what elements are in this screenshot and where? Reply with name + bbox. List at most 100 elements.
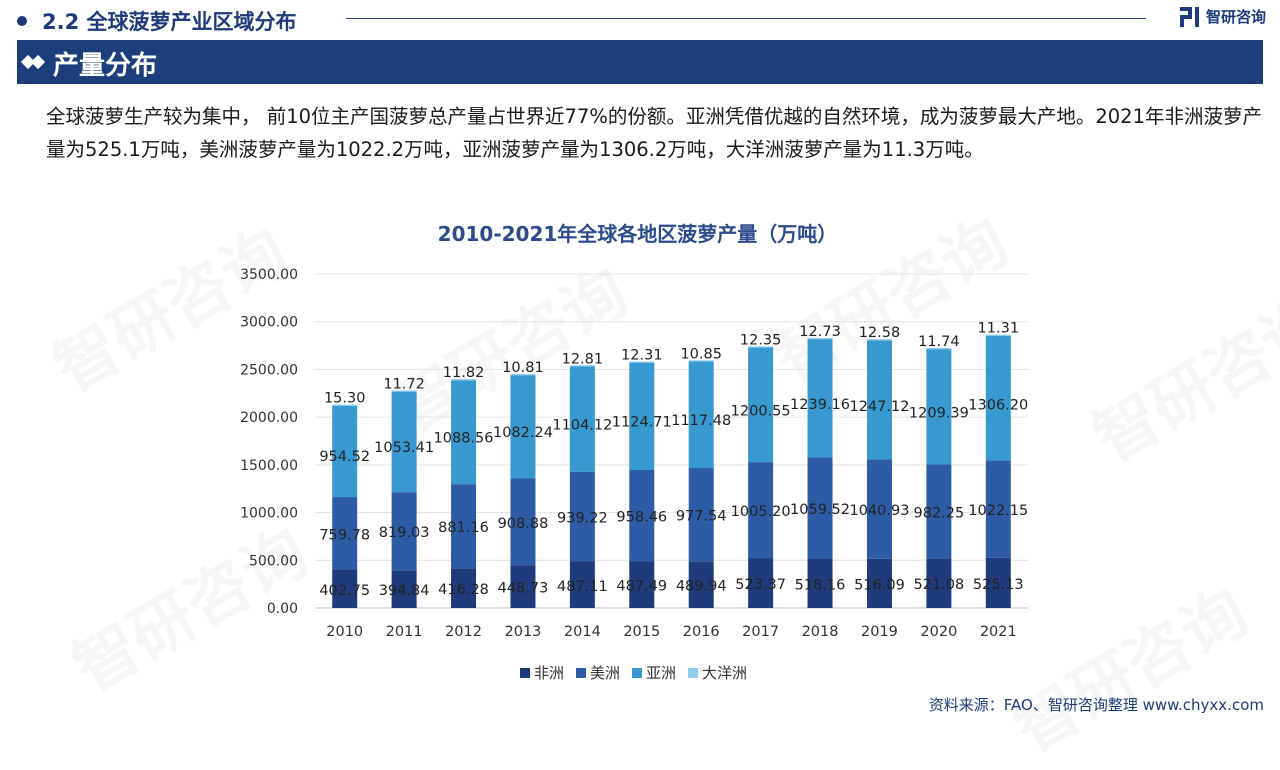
bar-segment xyxy=(866,558,892,608)
bar-segment xyxy=(391,492,417,571)
bar-segment xyxy=(985,335,1011,461)
legend-item-americas: 美洲 xyxy=(576,662,620,683)
legend-label: 亚洲 xyxy=(646,664,677,682)
data-label: 12.31 xyxy=(621,348,663,364)
legend-swatch xyxy=(688,667,699,678)
y-tick-label: 2000.00 xyxy=(240,410,298,426)
data-label: 939.22 xyxy=(557,511,608,527)
y-tick-label: 500.00 xyxy=(249,553,298,569)
data-label: 12.81 xyxy=(562,351,604,367)
data-label: 1209.39 xyxy=(909,406,969,422)
bar-segment xyxy=(866,459,892,559)
x-tick-label: 2020 xyxy=(920,624,957,640)
x-tick-label: 2010 xyxy=(326,624,363,640)
bar-segment xyxy=(510,374,536,376)
data-label: 525.13 xyxy=(973,577,1024,593)
data-label: 1040.93 xyxy=(849,503,909,519)
bar-segment xyxy=(569,365,595,367)
data-label: 1124.71 xyxy=(612,415,672,431)
data-label: 1117.48 xyxy=(671,413,731,429)
y-tick-label: 3000.00 xyxy=(240,315,298,331)
bar-segment xyxy=(629,561,655,608)
legend-item-asia: 亚洲 xyxy=(632,662,676,683)
source-note: 资料来源：FAO、智研咨询整理 www.chyxx.com xyxy=(928,696,1264,714)
bar-segment xyxy=(332,404,358,406)
data-label: 1053.41 xyxy=(374,440,434,456)
brand-name: 智研咨询 xyxy=(1205,8,1266,26)
bar-segment xyxy=(629,470,655,562)
bar-segment xyxy=(748,558,774,608)
data-label: 759.78 xyxy=(319,527,370,543)
top-header: 2.2 全球菠萝产业区域分布 智研咨询 xyxy=(0,0,1280,40)
chart-legend: 非洲 美洲 亚洲 大洋洲 xyxy=(520,662,747,683)
data-label: 819.03 xyxy=(379,525,430,541)
bar-segment xyxy=(748,462,774,559)
data-label: 10.85 xyxy=(680,346,722,362)
data-label: 1247.12 xyxy=(849,399,909,415)
bar-segment xyxy=(926,558,952,608)
bar-segment xyxy=(688,360,714,362)
bar-segment xyxy=(985,460,1011,558)
data-label: 958.46 xyxy=(616,510,667,526)
bar-segment xyxy=(451,379,477,381)
y-tick-label: 0.00 xyxy=(267,601,298,617)
bar-segment xyxy=(807,339,833,458)
bar-segment xyxy=(926,348,952,350)
data-label: 1200.55 xyxy=(731,404,791,420)
bar-segment xyxy=(569,366,595,472)
bar-segment xyxy=(807,558,833,608)
data-label: 518.16 xyxy=(795,577,846,593)
bar-segment xyxy=(569,471,595,562)
data-label: 11.82 xyxy=(443,365,485,381)
bar-segment xyxy=(807,337,833,340)
bar-segment xyxy=(391,390,417,392)
data-label: 1082.24 xyxy=(493,425,553,441)
data-label: 908.88 xyxy=(498,516,549,532)
bar-segment xyxy=(451,484,477,569)
bar-segment xyxy=(569,561,595,608)
bar-segment xyxy=(332,497,358,570)
x-tick-label: 2014 xyxy=(564,624,601,640)
bar-segment xyxy=(807,457,833,559)
x-tick-label: 2011 xyxy=(386,624,423,640)
bar-segment xyxy=(688,467,714,562)
data-label: 448.73 xyxy=(498,581,549,597)
bar-segment xyxy=(985,334,1011,336)
section-number-title: 2.2 全球菠萝产业区域分布 xyxy=(42,10,297,34)
summary-paragraph: 全球菠萝生产较为集中， 前10位主产国菠萝总产量占世界近77%的份额。亚洲凭借优… xyxy=(46,105,1262,161)
legend-label: 非洲 xyxy=(534,664,565,682)
bar-segment xyxy=(866,340,892,460)
data-label: 1306.20 xyxy=(968,397,1028,413)
data-label: 977.54 xyxy=(676,509,727,525)
data-label: 394.84 xyxy=(379,583,430,599)
data-label: 523.37 xyxy=(735,577,786,593)
data-label: 11.74 xyxy=(918,334,960,350)
bar-segment xyxy=(451,568,477,608)
stacked-bar-chart: 0.00 500.00 1000.00 1500.00 2000.00 2500.00 30… xyxy=(240,267,1028,640)
data-label: 416.28 xyxy=(438,582,489,598)
brand-logo-icon xyxy=(1179,6,1200,27)
data-label: 402.75 xyxy=(319,583,370,599)
x-tick-label: 2015 xyxy=(623,624,660,640)
data-label: 881.16 xyxy=(438,520,489,536)
chart-title: 2010-2021年全球各地区菠萝产量（万吨） xyxy=(437,222,838,246)
bullet-icon xyxy=(17,16,27,26)
x-tick-label: 2012 xyxy=(445,624,482,640)
header-divider xyxy=(346,18,1146,19)
y-tick-label: 1000.00 xyxy=(240,506,298,522)
bar-segment xyxy=(926,349,952,465)
brand: 智研咨询 xyxy=(1179,6,1266,27)
bar-segment xyxy=(332,569,358,608)
bar-segment xyxy=(866,339,892,341)
data-label: 1104.12 xyxy=(552,417,612,433)
data-label: 516.09 xyxy=(854,577,905,593)
data-label: 521.08 xyxy=(914,577,965,593)
data-label: 982.25 xyxy=(914,505,965,521)
data-label: 487.11 xyxy=(557,579,608,595)
data-label: 12.73 xyxy=(799,324,841,340)
data-label: 1059.52 xyxy=(790,502,850,518)
bar-segment xyxy=(332,405,358,498)
bar-segment xyxy=(688,361,714,468)
data-label: 1088.56 xyxy=(434,430,494,446)
bar-segment xyxy=(391,570,417,608)
